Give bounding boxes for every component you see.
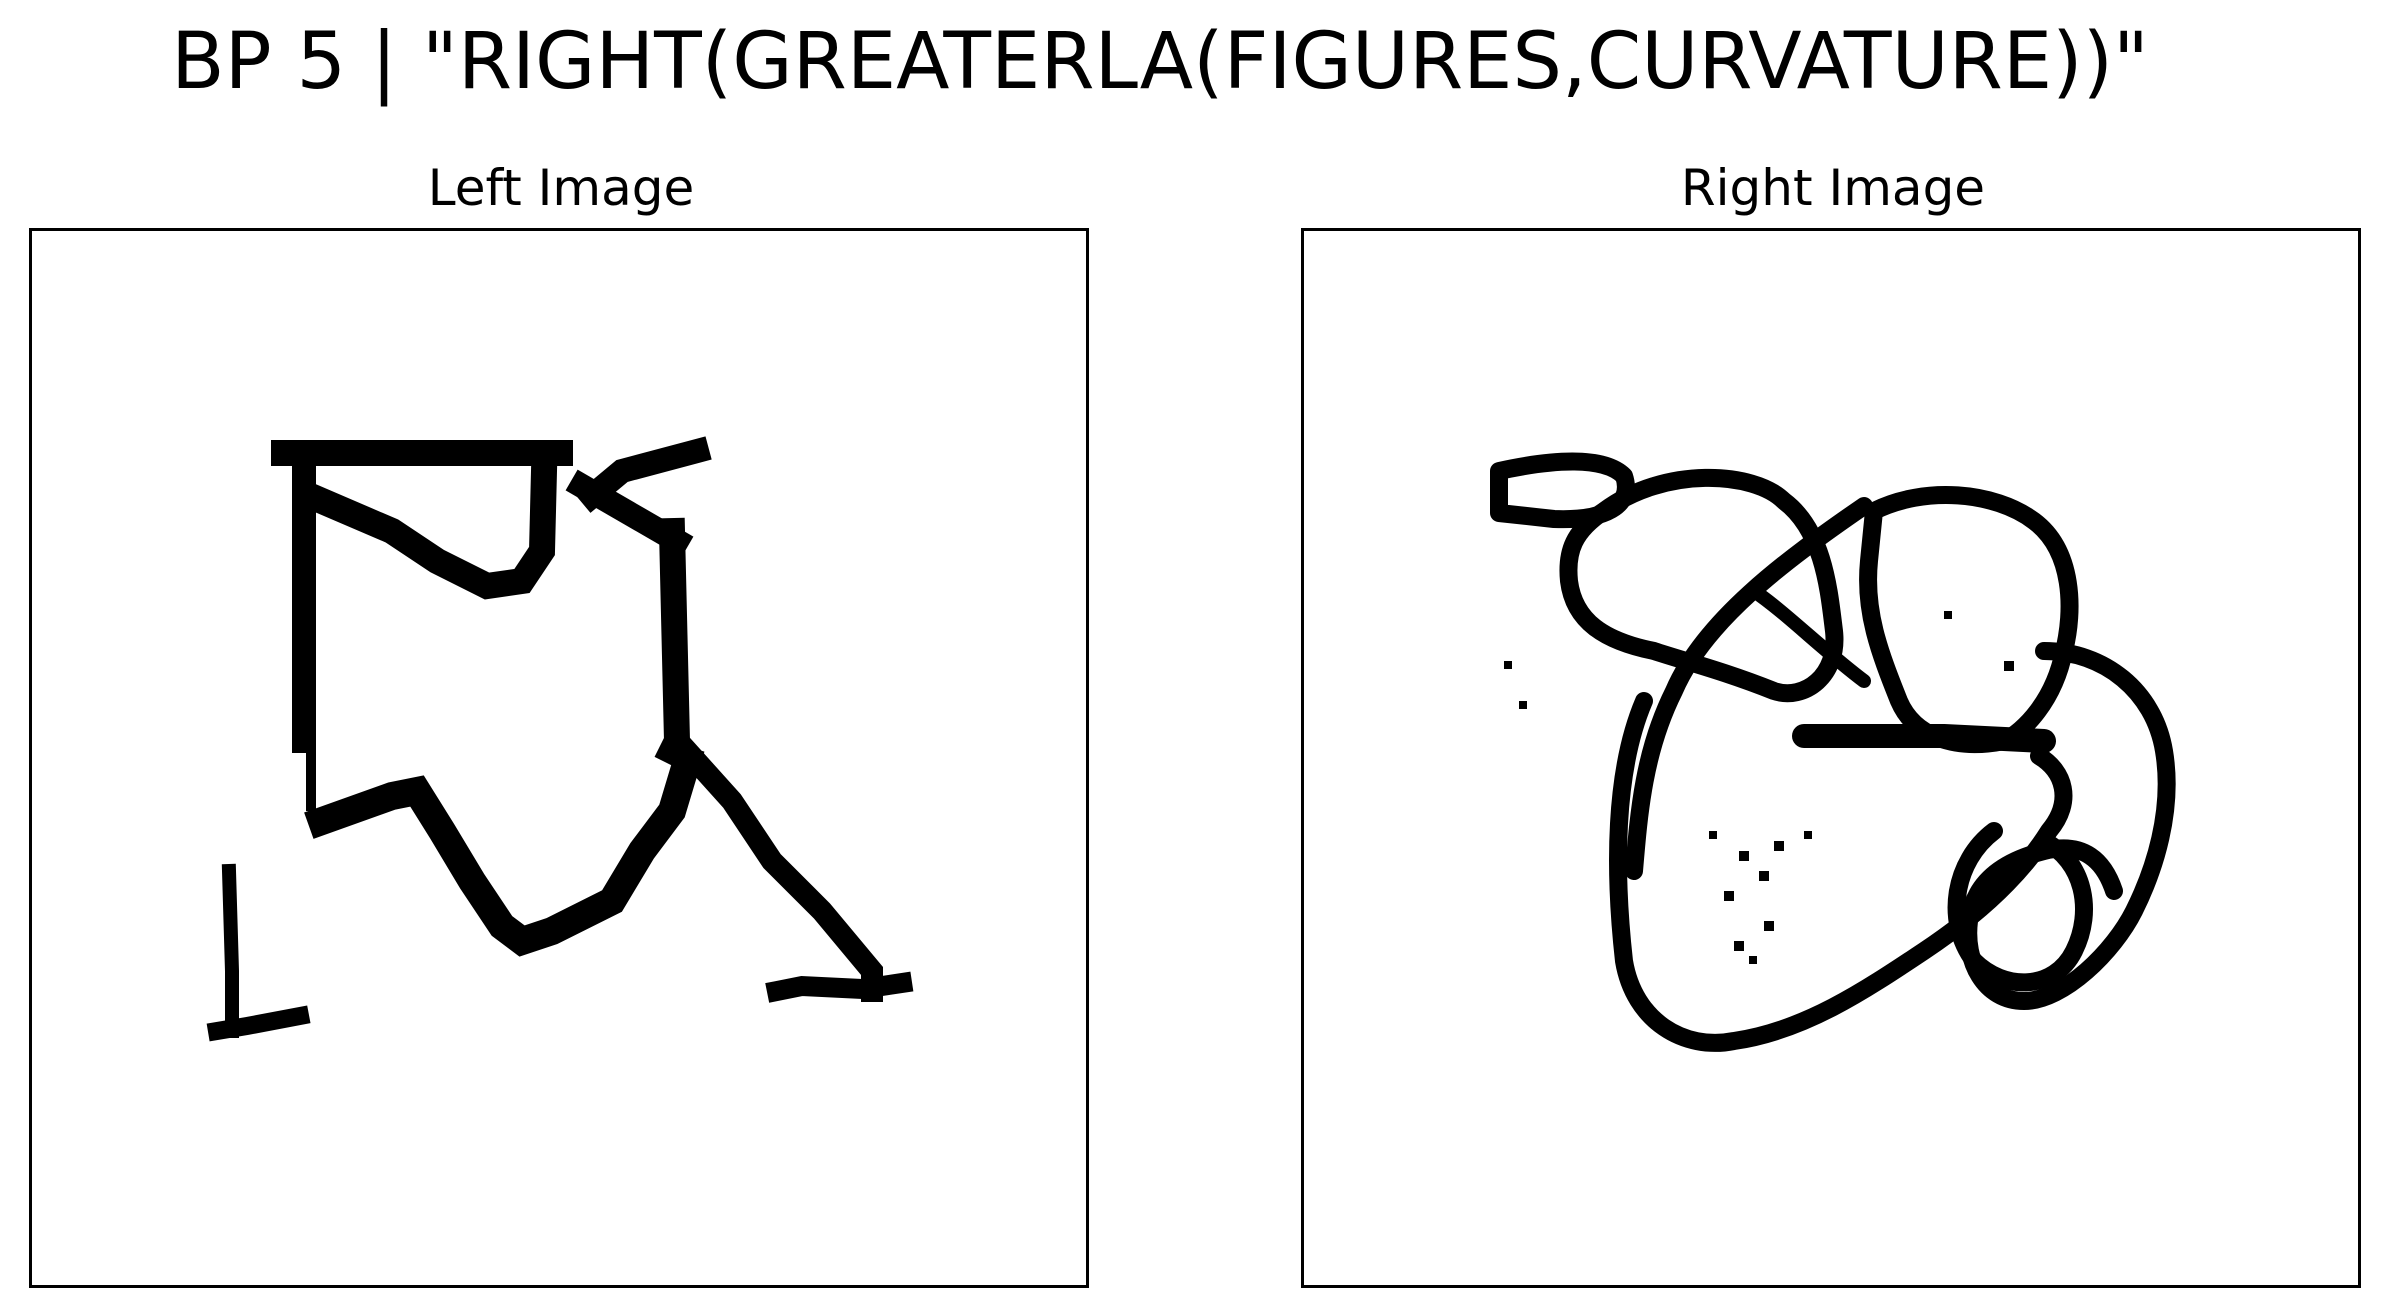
cross-stroke-b xyxy=(575,436,712,513)
lower-zigzag-stroke xyxy=(304,743,705,957)
figure-title: BP 5 | "RIGHT(GREATERLA(FIGURES,CURVATUR… xyxy=(171,17,2149,107)
top-left-loop-stroke xyxy=(1490,452,1635,529)
left-hook-stroke xyxy=(221,863,239,1038)
inner-diagonal-stroke xyxy=(1747,584,1871,688)
left-image-title: Left Image xyxy=(427,159,695,217)
right-image-drawing xyxy=(1490,452,2176,1052)
speckle-dots xyxy=(1504,611,2014,964)
right-leg-stroke xyxy=(671,735,883,1002)
lower-right-loop-stroke xyxy=(1959,642,2176,1010)
lower-small-loop-stroke xyxy=(1947,822,2093,992)
right-image-panel xyxy=(1301,228,2361,1288)
right-image-title: Right Image xyxy=(1680,159,1986,217)
right-vertical-stroke xyxy=(654,517,691,769)
crossing-diagonal-stroke xyxy=(1625,497,1873,880)
top-center-loop-stroke xyxy=(1559,468,1844,703)
left-foot-stroke xyxy=(206,1005,311,1042)
left-image-drawing xyxy=(206,436,914,1042)
upper-right-loop-stroke xyxy=(1859,485,2079,753)
upper-sag-stroke xyxy=(304,457,558,600)
horizontal-band-stroke xyxy=(1792,724,2056,753)
left-image-panel xyxy=(29,228,1089,1288)
right-foot-stroke xyxy=(765,971,914,1003)
